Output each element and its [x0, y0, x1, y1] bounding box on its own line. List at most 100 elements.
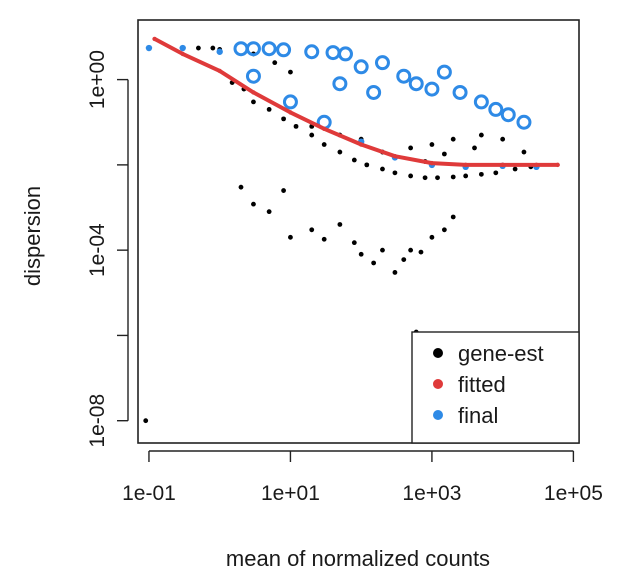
- point-final-31: [366, 84, 382, 100]
- point-fitted-6: [358, 142, 364, 147]
- legend-marker-final: [433, 410, 443, 420]
- point-fitted-5: [321, 126, 327, 132]
- point-gene-est-48: [429, 142, 435, 147]
- point-gene-est-53: [210, 45, 216, 51]
- point-gene-est-23: [238, 184, 244, 190]
- point-gene-est-12: [380, 166, 385, 172]
- point-gene-est-9: [337, 149, 343, 155]
- point-final-1: [179, 44, 186, 52]
- point-fitted-1: [180, 51, 185, 57]
- point-final-22: [408, 76, 424, 92]
- point-fitted-8: [429, 160, 435, 166]
- point-gene-est-32: [358, 251, 364, 257]
- point-final-16: [304, 44, 320, 60]
- point-gene-est-13: [392, 170, 398, 176]
- legend-marker-fitted: [433, 379, 443, 389]
- point-gene-est-52: [196, 45, 201, 51]
- y-tick-label-2: 1e-04: [86, 223, 109, 277]
- point-gene-est-36: [401, 257, 407, 263]
- point-gene-est-42: [450, 214, 456, 220]
- point-fitted-7: [392, 153, 398, 159]
- point-gene-est-50: [478, 132, 484, 138]
- point-final-19: [353, 59, 369, 75]
- point-gene-est-34: [380, 247, 385, 253]
- point-gene-est-16: [435, 175, 440, 181]
- point-final-29: [516, 114, 532, 130]
- y-tick-label-0: 1e-08: [86, 394, 109, 448]
- point-final-14: [261, 41, 277, 57]
- point-gene-est-4: [266, 107, 272, 112]
- plot-frame: [137, 19, 580, 444]
- point-gene-est-26: [281, 188, 286, 193]
- point-fitted-3: [251, 90, 256, 95]
- point-fitted-0: [152, 36, 157, 42]
- point-gene-est-35: [392, 270, 398, 275]
- point-gene-est-56: [288, 69, 293, 75]
- x-axis: 1e-01 1e+01 1e+03 1e+05: [122, 450, 603, 505]
- point-gene-est-5: [281, 116, 286, 122]
- point-gene-est-62: [521, 149, 527, 155]
- legend-label-gene-est: gene-est: [458, 341, 544, 366]
- point-gene-est-6: [293, 123, 299, 129]
- point-gene-est-61: [472, 145, 477, 151]
- point-fitted-2: [217, 68, 222, 74]
- point-fitted-10: [500, 162, 505, 168]
- point-gene-est-14: [408, 173, 414, 179]
- y-axis-title: dispersion: [20, 186, 45, 286]
- point-gene-est-28: [309, 227, 315, 233]
- point-final-4: [282, 94, 298, 110]
- y-tick-label-4: 1e+00: [86, 50, 109, 109]
- point-final-25: [452, 84, 468, 100]
- point-gene-est-47: [408, 145, 414, 151]
- point-gene-est-10: [351, 157, 357, 163]
- point-final-26: [473, 94, 489, 110]
- point-final-20: [374, 55, 390, 71]
- point-final-23: [424, 81, 440, 97]
- point-gene-est-60: [441, 151, 447, 157]
- point-final-27: [488, 101, 504, 117]
- point-gene-est-27: [288, 234, 293, 240]
- point-final-13: [245, 41, 261, 57]
- point-gene-est-49: [450, 136, 456, 142]
- point-gene-est-11: [364, 162, 370, 168]
- point-final-30: [332, 76, 348, 92]
- point-final-0: [145, 44, 153, 52]
- x-tick-label-2: 1e+03: [402, 482, 461, 505]
- x-tick-label-1: 1e+01: [261, 482, 320, 505]
- point-gene-est-31: [351, 240, 357, 246]
- point-gene-est-3: [251, 99, 256, 105]
- point-fitted-11: [534, 162, 539, 168]
- point-gene-est-21: [512, 166, 518, 172]
- legend: gene-est fitted final: [411, 331, 580, 444]
- y-axis: 1e-08 1e-04 1e+00: [86, 50, 129, 448]
- point-gene-est-40: [429, 234, 435, 240]
- point-gene-est-57: [143, 418, 149, 424]
- point-gene-est-8: [321, 142, 327, 147]
- point-gene-est-41: [441, 227, 447, 233]
- point-gene-est-29: [321, 236, 327, 242]
- legend-marker-gene-est: [433, 348, 443, 358]
- point-gene-est-19: [478, 171, 484, 177]
- point-gene-est-30: [337, 222, 343, 227]
- point-fitted-4: [288, 110, 293, 115]
- point-final-2: [216, 48, 223, 55]
- point-gene-est-7: [309, 132, 315, 138]
- legend-label-final: final: [458, 403, 498, 428]
- point-fitted-12: [555, 162, 560, 168]
- legend-label-fitted: fitted: [458, 372, 506, 397]
- point-gene-est-55: [272, 60, 278, 66]
- point-final-28: [500, 107, 516, 123]
- point-final-18: [337, 46, 353, 62]
- point-final-3: [245, 68, 261, 84]
- point-gene-est-51: [500, 136, 506, 142]
- x-tick-label-3: 1e+05: [544, 482, 603, 505]
- point-fitted-9: [463, 162, 468, 168]
- point-final-21: [396, 68, 412, 84]
- fit-layer: [152, 36, 560, 168]
- x-tick-label-0: 1e-01: [122, 482, 176, 505]
- point-gene-est-17: [450, 174, 456, 180]
- point-gene-est-18: [463, 173, 469, 179]
- x-axis-title: mean of normalized counts: [226, 546, 490, 571]
